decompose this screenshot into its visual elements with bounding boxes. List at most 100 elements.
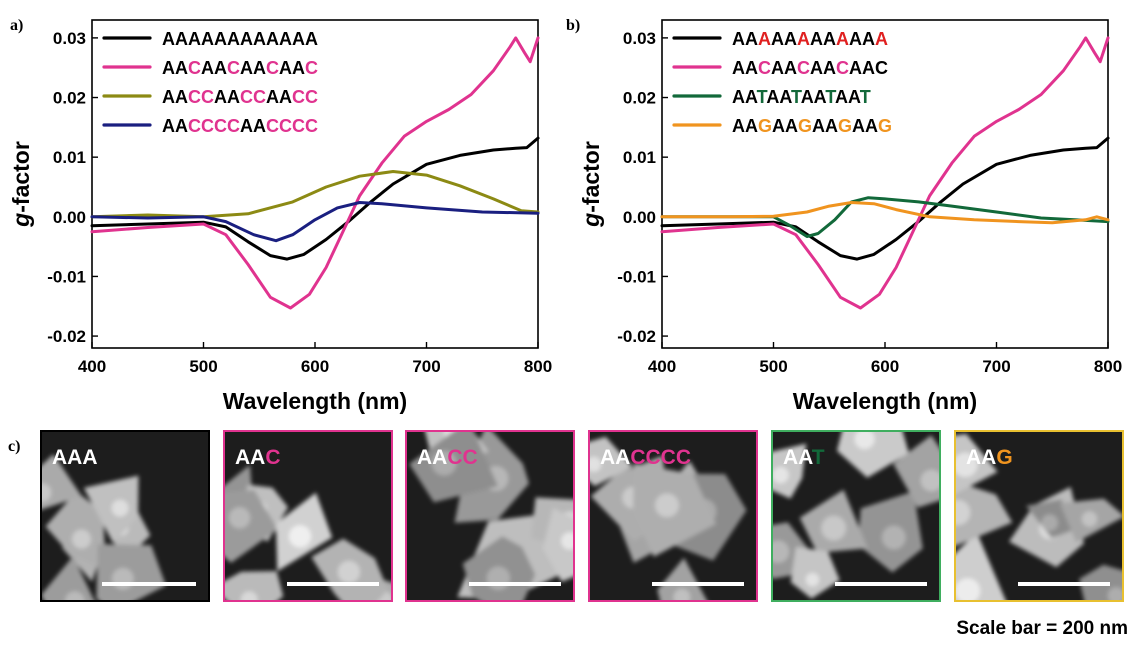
sem-particle-highlight (654, 493, 679, 518)
legend-entry-segment: AA (162, 87, 188, 107)
y-axis-title: g-factor (8, 141, 34, 228)
sem-image-tile: AAG (954, 430, 1124, 602)
sem-particle-highlight (956, 499, 971, 526)
legend-entry-segment: C (266, 58, 279, 78)
sem-micrograph (590, 432, 756, 600)
sem-particle (542, 507, 573, 582)
scale-bar (1018, 582, 1110, 586)
legend-entry-segment: A (797, 29, 810, 49)
series-line-3 (660, 196, 1110, 238)
legend-entry-segment: G (878, 116, 892, 136)
sem-image-tile: AAA (40, 430, 210, 602)
panel-letter: b) (566, 17, 580, 34)
sem-particle (42, 556, 95, 600)
sem-particle-highlight (881, 525, 906, 550)
scale-bar-caption: Scale bar = 200 nm (956, 618, 1128, 639)
sem-tile-label: AAT (783, 446, 825, 470)
legend-entry-segment: C (797, 58, 810, 78)
sem-particle-highlight (805, 572, 820, 587)
sem-particle-highlight (821, 515, 847, 541)
y-tick-label: -0.01 (617, 267, 656, 286)
legend-entry-segment: AA (852, 116, 878, 136)
sem-particle (657, 557, 707, 600)
panel-letter: a) (10, 17, 23, 34)
x-tick-label: 400 (78, 357, 106, 376)
legend-entry-segment: T (791, 87, 802, 107)
legend-entry-segment: AA (201, 58, 227, 78)
sem-tile-label-segment: AAA (52, 446, 98, 469)
sem-micrograph (773, 432, 939, 600)
legend-entry-segment: C (836, 58, 849, 78)
sem-particles (42, 454, 166, 600)
legend-entry-segment: AAAAAAAAAAAA (162, 29, 318, 49)
chart-panel-a: a) 400 500 600 700 800 -0.02 -0.01 0.00 0.01 0.02 0… (8, 17, 552, 414)
legend-entry-segment: AA (162, 58, 188, 78)
sem-tile-label: AAC (235, 446, 281, 470)
sem-tile-label-segment: CCCC (630, 446, 692, 469)
x-tick-label: 400 (648, 357, 676, 376)
legend-entry-segment: AA (810, 29, 836, 49)
legend-entry-segment: AA (732, 87, 758, 107)
legend-entry-segment: AA (240, 58, 266, 78)
legend-entry-segment: AA (266, 87, 292, 107)
y-tick-label: 0.02 (53, 89, 86, 108)
legend-entry-segment: G (838, 116, 852, 136)
sem-tile-label-segment: AA (783, 446, 812, 469)
series-line-1 (90, 136, 540, 261)
legend-entry-segment: AA (849, 29, 875, 49)
scale-bar (835, 582, 927, 586)
x-axis-title: Wavelength (nm) (223, 388, 407, 414)
legend-entry-segment: T (860, 87, 871, 107)
panel-c-letter: c) (8, 438, 21, 455)
sem-particle-highlight (956, 578, 981, 600)
sem-particle (83, 475, 139, 543)
legend-entry-segment: G (758, 116, 772, 136)
y-axis-title-italic: g (8, 213, 34, 228)
legend-entry-segment: AA (240, 116, 266, 136)
legend-entry-segment: AA (732, 116, 758, 136)
legend-entry-segment: C (758, 58, 771, 78)
legend-entry-segment: AA (214, 87, 240, 107)
x-tick-label: 700 (982, 357, 1010, 376)
sem-particle (225, 571, 284, 600)
legend-entry-segment: A (758, 29, 771, 49)
legend-entry: AAGAAGAAGAAG (732, 116, 892, 136)
y-tick-label: 0.01 (53, 148, 86, 167)
legend-entry: AAAAAAAAAAAA (732, 29, 888, 49)
sem-particle-highlight (1107, 587, 1122, 600)
legend-entry-segment: CCCC (266, 116, 318, 136)
y-axis-title: g-factor (578, 141, 604, 228)
sem-particle-highlight (72, 529, 92, 549)
legend-entry-segment: AAC (849, 58, 888, 78)
scale-bar (469, 582, 561, 586)
sem-particle-highlight (673, 588, 691, 600)
sem-particle-highlight (240, 591, 258, 600)
legend-entry: AATAATAATAAT (732, 87, 871, 107)
x-tick-label: 500 (759, 357, 787, 376)
sem-image-tile: AAT (771, 430, 941, 602)
sem-particles (409, 432, 573, 600)
sem-tile-label: AACCCC (600, 446, 691, 470)
legend-entry-segment: CC (292, 87, 318, 107)
x-tick-label: 700 (412, 357, 440, 376)
legend-entry-segment: AA (812, 116, 838, 136)
legend-entry-segment: AA (772, 116, 798, 136)
legend-entry-segment: CCCC (188, 116, 240, 136)
sem-particles (590, 436, 747, 600)
sem-particle-highlight (920, 469, 939, 492)
sem-image-tile: AAC (223, 430, 393, 602)
sem-particle (790, 546, 840, 599)
y-axis-title-rest: -factor (8, 141, 34, 213)
sem-particle-highlight (854, 432, 875, 450)
sem-tile-label-segment: AA (966, 446, 997, 469)
y-tick-label: 0.03 (53, 29, 86, 48)
sem-particle-highlight (111, 499, 129, 517)
legend-entry-segment: G (798, 116, 812, 136)
y-tick-label: 0.02 (623, 89, 656, 108)
legend-entry-segment: AA (771, 58, 797, 78)
x-tick-label: 800 (524, 357, 552, 376)
sem-tile-label: AAG (966, 446, 1013, 470)
legend-entry-segment: AA (771, 29, 797, 49)
sem-particle (45, 491, 105, 566)
sem-particle-highlight (956, 452, 978, 478)
